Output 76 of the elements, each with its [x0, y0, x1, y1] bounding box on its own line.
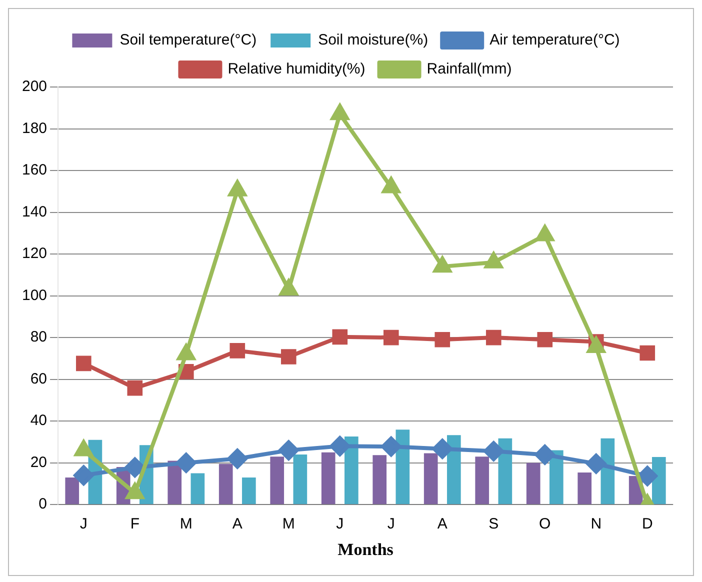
point: [381, 436, 402, 457]
point: [433, 256, 452, 273]
bar: [447, 435, 461, 504]
x-tick-label: F: [130, 516, 140, 533]
bar: [498, 438, 512, 504]
x-tick-label: A: [437, 516, 448, 533]
bar: [526, 462, 540, 504]
x-tick-label: D: [642, 516, 653, 533]
point: [177, 344, 196, 360]
y-tick-label: 140: [22, 203, 48, 220]
point: [640, 345, 656, 361]
point: [280, 349, 296, 364]
point: [76, 356, 92, 372]
x-tick-label: N: [590, 516, 602, 533]
legend-label: Soil temperature(°C): [120, 32, 257, 49]
bar: [344, 436, 358, 504]
legend-label: Rainfall(mm): [426, 60, 512, 78]
point: [534, 444, 555, 465]
x-tick-label: M: [282, 516, 295, 533]
point: [382, 177, 400, 194]
point: [383, 330, 399, 346]
y-tick-label: 120: [22, 245, 48, 262]
point: [230, 343, 246, 358]
bar: [190, 473, 205, 504]
point: [486, 330, 502, 346]
point: [124, 457, 145, 478]
point: [176, 452, 196, 473]
y-tick-label: 0: [38, 496, 48, 513]
legend-label: Air temperature(°C): [490, 32, 620, 49]
point: [278, 440, 299, 460]
x-tick-label: J: [336, 516, 344, 533]
bar: [242, 477, 256, 504]
point: [74, 465, 94, 486]
point: [127, 380, 143, 396]
bar: [424, 453, 438, 504]
point: [227, 448, 248, 469]
point: [330, 104, 349, 120]
point: [536, 225, 554, 242]
point: [537, 332, 553, 348]
x-tick-label: J: [80, 516, 88, 533]
point: [586, 454, 606, 474]
point: [484, 441, 504, 462]
y-tick-label: 20: [30, 454, 48, 471]
legend-label: Relative humidity(%): [228, 60, 366, 78]
point: [280, 280, 298, 296]
x-tick-label: J: [387, 516, 395, 533]
bar: [396, 430, 410, 504]
x-tick-label: A: [232, 516, 242, 533]
x-tick-label: M: [180, 516, 192, 533]
point: [432, 438, 452, 459]
x-axis-title: Months: [338, 540, 394, 560]
x-tick-label: S: [488, 516, 499, 533]
x-tick-label: O: [539, 516, 551, 533]
point: [332, 329, 348, 345]
bar: [578, 472, 592, 504]
legend-label: Soil moisture(%): [318, 32, 428, 49]
bar: [372, 455, 387, 504]
y-tick-label: 160: [22, 162, 48, 179]
bar: [321, 452, 336, 504]
bar: [652, 456, 666, 504]
y-tick-label: 40: [30, 412, 48, 430]
point: [434, 332, 450, 348]
y-tick-label: 100: [22, 286, 48, 304]
bar: [270, 456, 284, 504]
bar: [65, 477, 80, 504]
y-tick-label: 80: [30, 328, 48, 346]
point: [484, 252, 503, 268]
bar: [218, 464, 233, 504]
y-tick-label: 180: [22, 120, 48, 137]
y-tick-label: 60: [30, 370, 48, 388]
point: [330, 436, 350, 456]
bar: [600, 438, 615, 504]
bar: [475, 456, 490, 504]
point: [228, 180, 246, 196]
bar: [293, 454, 308, 504]
y-tick-label: 200: [22, 78, 48, 96]
